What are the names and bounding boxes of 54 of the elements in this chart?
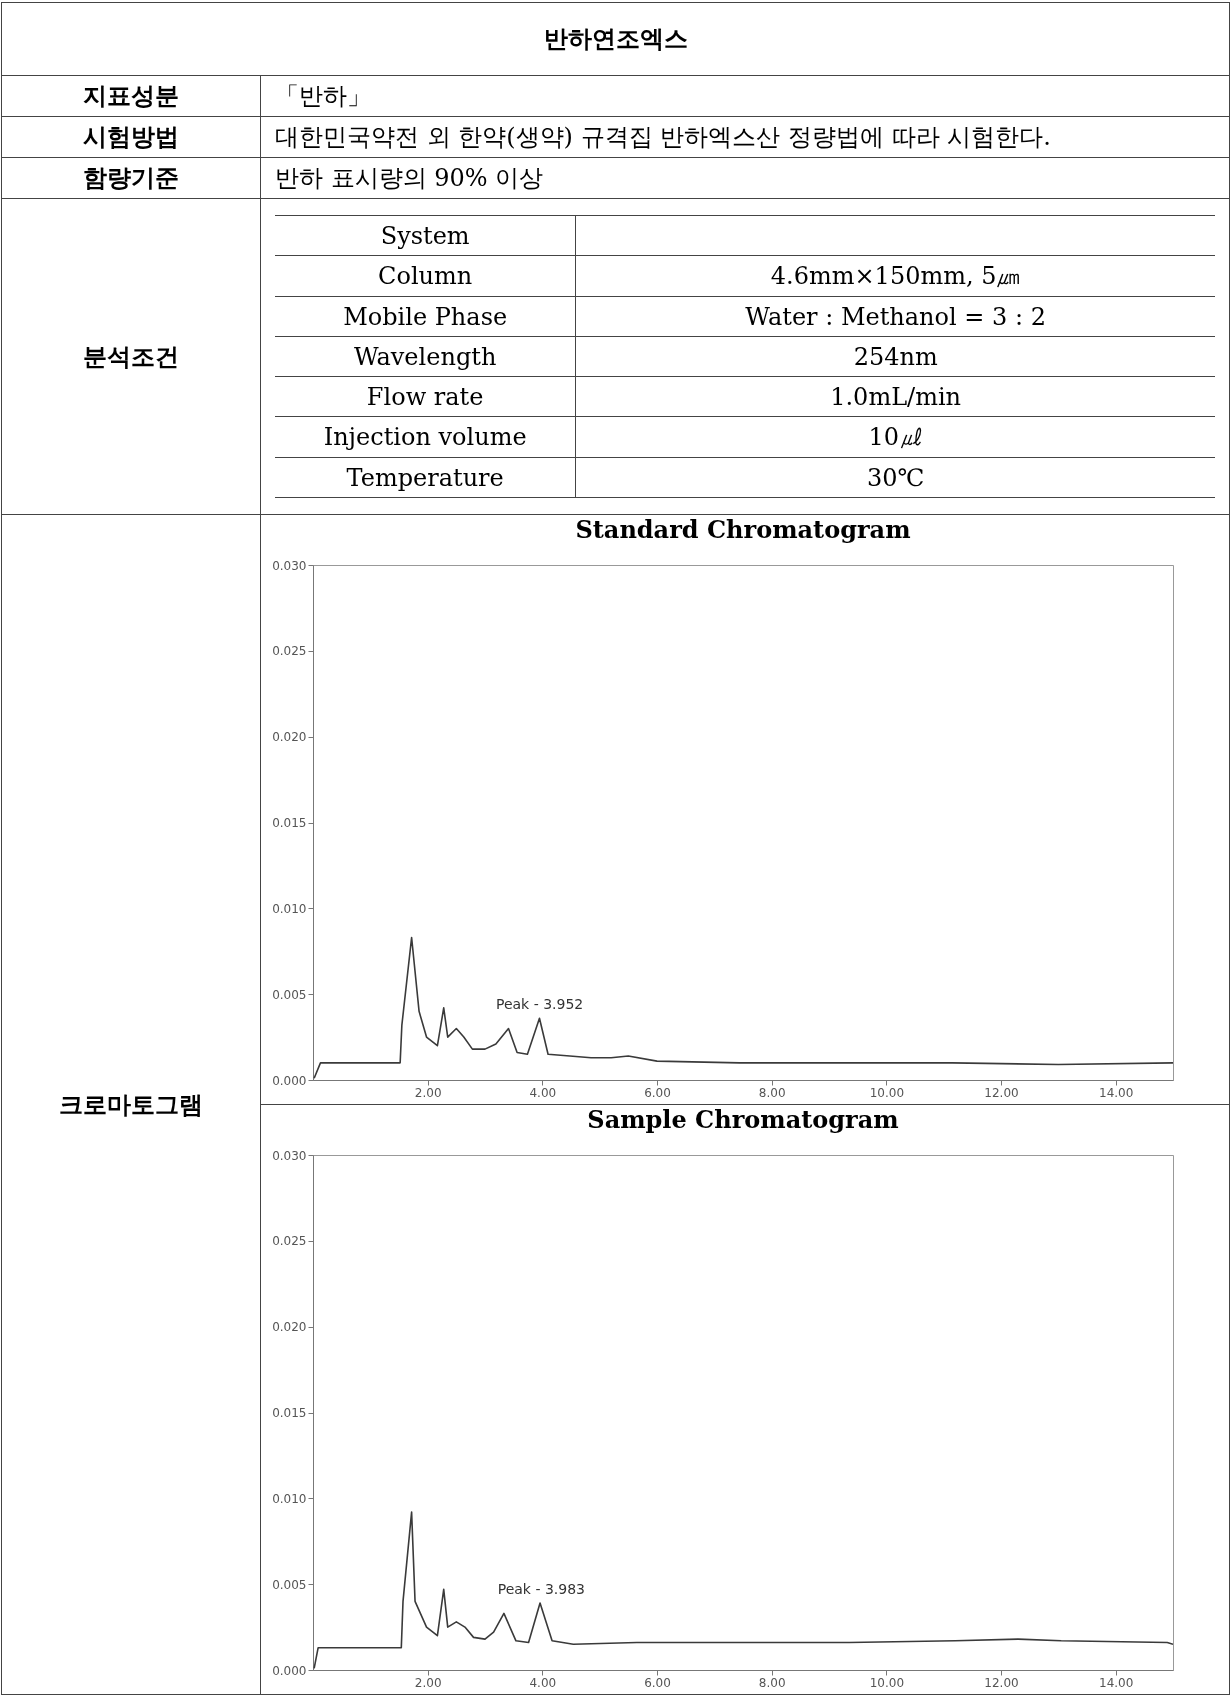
y-tick-label: 0.005 (272, 987, 307, 1002)
text: 「반하」 (260, 75, 1230, 117)
y-tick-label: 0.025 (272, 644, 307, 659)
text: 반하연조엑스 (1, 2, 1230, 76)
x-tick-label: 4.00 (529, 1675, 557, 1690)
text: 반하 표시량의 90% 이상 (260, 157, 1230, 199)
y-tick-label: 0.000 (272, 1663, 307, 1678)
y-tick-label: 0.015 (272, 816, 307, 830)
x-tick-label: 8.00 (758, 1675, 786, 1690)
x-tick-label: 10.00 (869, 1675, 905, 1690)
text: 254nm (575, 336, 1215, 377)
text: System (275, 215, 576, 256)
y-tick-label: 0.030 (272, 558, 307, 573)
text: Water : Methanol = 3 : 2 (575, 296, 1215, 337)
y-tick-label: 0.000 (272, 1073, 307, 1088)
text: 대한민국약전 외 한약(생약) 규격집 반하엑스산 정량법에 따라 시험한다. (260, 116, 1230, 158)
y-tick-label: 0.030 (272, 1148, 307, 1163)
text: Injection volume (275, 416, 576, 458)
x-tick-label: 4.00 (529, 1085, 557, 1100)
text: 함량기준 (1, 157, 261, 199)
text: Flow rate (275, 376, 576, 417)
y-tick-label: 0.025 (272, 1234, 307, 1249)
x-tick-label: 14.00 (1098, 1675, 1134, 1690)
text: 10㎕ (575, 416, 1215, 458)
chart-title: Standard Chromatogram (575, 515, 911, 544)
x-tick-label: 6.00 (644, 1085, 671, 1100)
text: 4.6mm×150mm, 5㎛ (575, 255, 1215, 297)
text: 1.0mL/min (575, 376, 1215, 417)
text: Temperature (275, 457, 576, 498)
x-tick-label: 2.00 (414, 1085, 442, 1100)
x-tick-label: 6.00 (644, 1675, 671, 1690)
text: Wavelength (275, 336, 576, 377)
text: Mobile Phase (275, 296, 576, 337)
chart-title: Sample Chromatogram (587, 1105, 899, 1134)
y-tick-label: 0.015 (272, 1406, 307, 1420)
text: 크로마토그램 (1, 514, 261, 1695)
x-tick-label: 14.00 (1098, 1085, 1134, 1100)
x-tick-label: 12.00 (984, 1085, 1019, 1100)
text: 분석조건 (1, 198, 261, 515)
y-tick-label: 0.010 (272, 901, 307, 916)
x-tick-label: 2.00 (414, 1675, 442, 1690)
annotation: Peak - 3.952 (495, 996, 584, 1013)
text: 시험방법 (1, 116, 261, 158)
x-tick-label: 8.00 (758, 1085, 786, 1100)
y-tick-label: 0.005 (272, 1577, 307, 1592)
x-tick-label: 12.00 (984, 1675, 1019, 1690)
x-tick-label: 10.00 (869, 1085, 905, 1100)
text: 지표성분 (1, 75, 261, 117)
y-tick-label: 0.020 (272, 1320, 307, 1335)
text: 30℃ (575, 457, 1215, 498)
y-tick-label: 0.010 (272, 1491, 307, 1506)
annotation: Peak - 3.983 (497, 1581, 585, 1598)
text: Column (275, 255, 576, 297)
y-tick-label: 0.020 (272, 730, 307, 745)
